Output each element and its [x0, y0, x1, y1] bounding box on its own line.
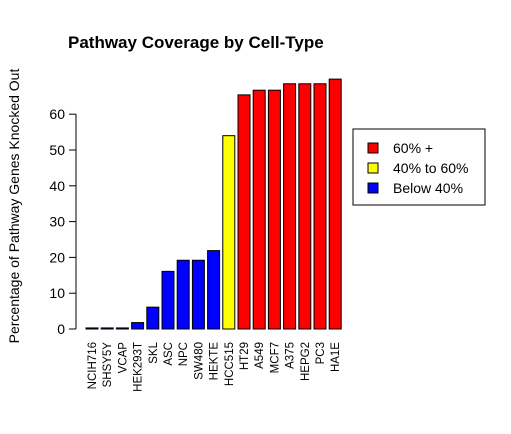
legend-swatch-below: [367, 182, 379, 194]
bar-hcc515: [222, 135, 236, 330]
bars: [85, 78, 342, 330]
bar-pc3: [313, 83, 327, 330]
x-tick-label: VCAP: [117, 342, 129, 374]
bar-asc: [161, 270, 175, 330]
bar-vcap: [115, 327, 129, 330]
x-tick-label: MCF7: [269, 342, 281, 373]
y-axis-label: Percentage of Pathway Genes Knocked Out: [6, 69, 22, 344]
legend-swatch-mid: [367, 162, 379, 174]
legend: 60% + 40% to 60% Below 40%: [352, 128, 486, 206]
x-tick-label: HA1E: [330, 342, 342, 372]
x-tick-label: HEPG2: [300, 342, 312, 381]
x-tick-label: NPC: [178, 342, 190, 366]
bar-sw480: [191, 259, 205, 330]
x-tick-label: HEK293T: [133, 342, 145, 392]
x-tick-label: HEKTE: [209, 342, 221, 381]
y-tick-label: 10: [49, 285, 65, 301]
y-tick-label: 20: [49, 249, 65, 265]
y-tick-label: 50: [49, 142, 65, 158]
x-tick-label: HCC515: [224, 342, 236, 386]
x-tick-label: SW480: [193, 342, 205, 380]
legend-label-high: 60% +: [393, 140, 433, 156]
x-tick-label: ASC: [163, 342, 175, 366]
x-tick-label: A549: [254, 342, 266, 369]
legend-label-below: Below 40%: [393, 180, 463, 196]
x-tick-label: HT29: [239, 342, 251, 370]
bar-a375: [283, 83, 297, 330]
y-tick-label: 40: [49, 178, 65, 194]
y-tick-label: 60: [49, 106, 65, 122]
x-tick-label: SKL: [148, 341, 160, 363]
y-tick-label: 30: [49, 214, 65, 230]
x-tick-labels: NCIH716 SHSY5Y VCAP HEK293T SKL ASC NPC SW480 HE…: [87, 341, 342, 391]
bar-a549: [252, 89, 266, 330]
legend-swatch-high: [367, 142, 379, 154]
x-tick-label: NCIH716: [87, 342, 99, 389]
bar-ha1e: [328, 78, 342, 330]
bar-mcf7: [267, 89, 281, 330]
y-tick-label: 0: [57, 321, 65, 337]
bar-ncih716: [85, 327, 99, 330]
x-tick-label: A375: [285, 342, 297, 369]
legend-label-mid: 40% to 60%: [393, 160, 469, 176]
bar-shsy5y: [100, 327, 114, 330]
x-tick-label: PC3: [315, 342, 327, 364]
x-tick-label: SHSY5Y: [102, 342, 114, 388]
chart-title: Pathway Coverage by Cell-Type: [68, 33, 324, 52]
bar-hek293t: [131, 322, 145, 330]
bar-npc: [176, 259, 190, 330]
bar-ht29: [237, 94, 251, 330]
bar-hepg2: [298, 83, 312, 330]
bar-hekte: [207, 250, 221, 330]
bar-skl: [146, 306, 160, 330]
y-axis: 0 10 20 30 40 50 60: [49, 106, 77, 337]
